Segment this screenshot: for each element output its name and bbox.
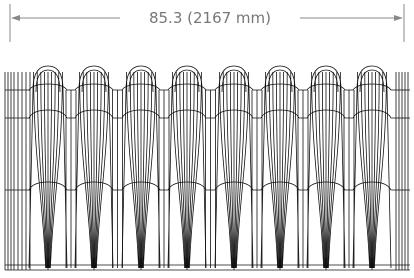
- drawing-line: [282, 72, 294, 268]
- drawing-line: [80, 72, 92, 268]
- drawing-line: [220, 72, 232, 268]
- drawing-line: [96, 72, 108, 268]
- drawing-line: [374, 72, 386, 268]
- drawing-line: [312, 72, 324, 268]
- drawing-line: [127, 72, 139, 268]
- drawing: 85.3 (2167 mm): [0, 0, 414, 278]
- arrow: [394, 15, 403, 21]
- drawing-line: [29, 182, 396, 190]
- drawing-line: [266, 72, 278, 268]
- dimension-label: 85.3 (2167 mm): [149, 9, 271, 27]
- drawing-line: [236, 72, 248, 268]
- page: 85.3 (2167 mm) (() => { const data = JSO…: [0, 0, 414, 278]
- drawing-line: [173, 72, 185, 268]
- drawing-line: [328, 72, 340, 268]
- arrow: [11, 15, 20, 21]
- drawing-line: [143, 72, 155, 268]
- drawing-line: [189, 72, 201, 268]
- dimension: 85.3 (2167 mm): [10, 4, 404, 42]
- corrugated-body: [5, 66, 410, 270]
- drawing-line: [358, 72, 370, 268]
- drawing-line: [34, 72, 46, 268]
- drawing-line: [50, 72, 62, 268]
